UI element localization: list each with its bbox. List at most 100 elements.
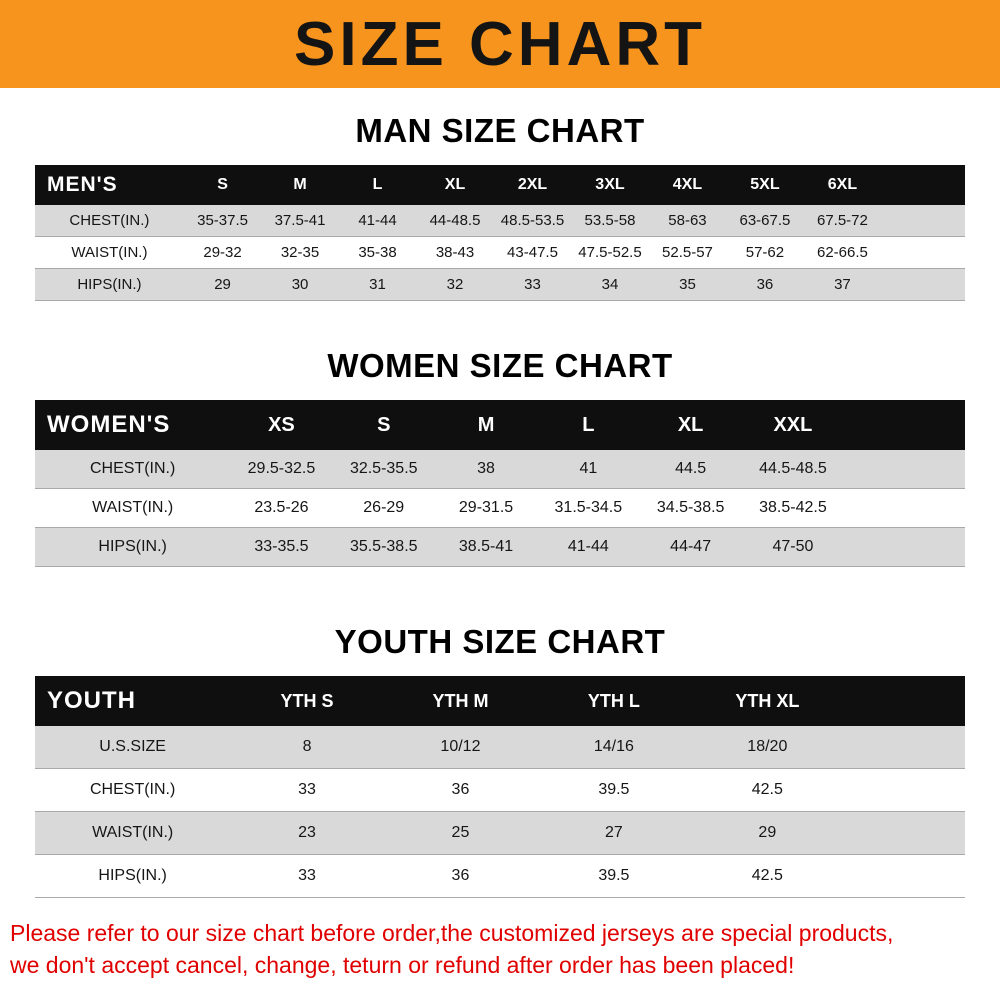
row-spacer-cell — [844, 811, 965, 855]
size-value: 37 — [803, 268, 882, 301]
size-value: 32 — [416, 268, 494, 301]
row-spacer-cell — [881, 236, 965, 269]
notice-line-2: we don't accept cancel, change, teturn o… — [10, 951, 795, 978]
size-column-header: YTH M — [383, 676, 538, 726]
header-spacer-cell — [844, 400, 965, 450]
size-column-header: S — [183, 165, 262, 205]
size-value: 29-32 — [183, 236, 262, 269]
table-row: WAIST(IN.) 29-32 32-35 35-38 38-43 43-47.5 47.… — [35, 236, 965, 269]
measurement-label: WAIST(IN.) — [35, 811, 231, 855]
charts-container: MAN SIZE CHART MEN'S S M L XL 2XL 3XL 4XL 5XL 6XL C… — [0, 112, 1000, 898]
header-spacer-cell — [844, 676, 965, 726]
measurement-label: HIPS(IN.) — [35, 268, 184, 301]
size-value: 33-35.5 — [230, 527, 333, 567]
size-value: 10/12 — [383, 726, 538, 769]
size-value: 36 — [383, 854, 538, 898]
row-spacer-cell — [844, 527, 965, 567]
table-header-row: WOMEN'S XS S M L XL XXL — [35, 400, 965, 450]
size-value: 41-44 — [537, 527, 640, 567]
size-value: 23.5-26 — [230, 488, 333, 528]
banner: SIZE CHART — [0, 0, 1000, 88]
size-column-header: 2XL — [493, 165, 572, 205]
row-spacer-cell — [881, 205, 965, 237]
table-row: CHEST(IN.) 29.5-32.5 32.5-35.5 38 41 44.5 44.5… — [35, 450, 965, 489]
size-value: 33 — [230, 768, 384, 812]
table-header-row: YOUTH YTH S YTH M YTH L YTH XL — [35, 676, 965, 726]
size-value: 41-44 — [338, 205, 417, 237]
size-column-header: 6XL — [803, 165, 882, 205]
size-value: 36 — [726, 268, 804, 301]
size-value: 57-62 — [726, 236, 804, 269]
row-spacer-cell — [844, 450, 965, 489]
page-title: SIZE CHART — [294, 9, 706, 79]
row-spacer-cell — [844, 726, 965, 769]
size-value: 37.5-41 — [261, 205, 339, 237]
measurement-label: WAIST(IN.) — [35, 236, 184, 269]
measurement-label: CHEST(IN.) — [35, 450, 231, 489]
youth-table-title-cell: YOUTH — [35, 676, 231, 726]
size-value: 44.5 — [639, 450, 742, 489]
size-column-header: YTH XL — [690, 676, 845, 726]
row-spacer-cell — [844, 488, 965, 528]
size-column-header: M — [261, 165, 339, 205]
size-value: 23 — [230, 811, 384, 855]
size-value: 62-66.5 — [803, 236, 882, 269]
size-value: 18/20 — [690, 726, 845, 769]
table-row: WAIST(IN.) 23.5-26 26-29 29-31.5 31.5-34.5 34… — [35, 488, 965, 528]
size-value: 34.5-38.5 — [639, 488, 742, 528]
measurement-label: HIPS(IN.) — [35, 854, 231, 898]
size-value: 41 — [537, 450, 640, 489]
table-header-row: MEN'S S M L XL 2XL 3XL 4XL 5XL 6XL — [35, 165, 965, 205]
size-value: 67.5-72 — [803, 205, 882, 237]
size-value: 43-47.5 — [493, 236, 572, 269]
measurement-label: WAIST(IN.) — [35, 488, 231, 528]
table-row: WAIST(IN.) 23 25 27 29 — [35, 811, 965, 855]
size-value: 29 — [183, 268, 262, 301]
row-spacer-cell — [844, 854, 965, 898]
section-women: WOMEN SIZE CHART WOMEN'S XS S M L XL XXL CHEST(I… — [35, 347, 965, 567]
measurement-label: CHEST(IN.) — [35, 768, 231, 812]
size-value: 52.5-57 — [648, 236, 727, 269]
size-value: 35-37.5 — [183, 205, 262, 237]
size-value: 27 — [537, 811, 691, 855]
section-heading-women: WOMEN SIZE CHART — [327, 347, 673, 384]
size-column-header: M — [434, 400, 538, 450]
size-value: 38.5-42.5 — [741, 488, 845, 528]
men-table-title-cell: MEN'S — [35, 165, 184, 205]
size-column-header: YTH S — [230, 676, 384, 726]
size-column-header: L — [537, 400, 640, 450]
size-value: 8 — [230, 726, 384, 769]
section-men: MAN SIZE CHART MEN'S S M L XL 2XL 3XL 4XL 5XL 6XL C… — [35, 112, 965, 301]
size-value: 48.5-53.5 — [493, 205, 572, 237]
table-row: CHEST(IN.) 35-37.5 37.5-41 41-44 44-48.5 48.5… — [35, 205, 965, 237]
row-spacer-cell — [881, 268, 965, 301]
table-row: HIPS(IN.) 29 30 31 32 33 34 35 36 37 — [35, 268, 965, 301]
size-value: 39.5 — [537, 854, 691, 898]
size-value: 39.5 — [537, 768, 691, 812]
row-spacer-cell — [844, 768, 965, 812]
size-value: 44-48.5 — [416, 205, 494, 237]
table-row: HIPS(IN.) 33 36 39.5 42.5 — [35, 854, 965, 898]
size-value: 34 — [571, 268, 649, 301]
order-notice: Please refer to our size chart before or… — [10, 918, 990, 981]
size-value: 44.5-48.5 — [741, 450, 845, 489]
size-column-header: XL — [639, 400, 742, 450]
table-row: U.S.SIZE 8 10/12 14/16 18/20 — [35, 726, 965, 769]
women-table-title-cell: WOMEN'S — [35, 400, 231, 450]
section-heading-men: MAN SIZE CHART — [355, 112, 645, 149]
table-row: CHEST(IN.) 33 36 39.5 42.5 — [35, 768, 965, 812]
size-value: 44-47 — [639, 527, 742, 567]
size-column-header: S — [332, 400, 435, 450]
size-value: 35.5-38.5 — [332, 527, 435, 567]
section-heading-youth: YOUTH SIZE CHART — [334, 623, 666, 660]
measurement-label: U.S.SIZE — [35, 726, 231, 769]
youth-size-table: YOUTH YTH S YTH M YTH L YTH XL U.S.SIZE 8 10/12… — [35, 676, 965, 898]
size-value: 47.5-52.5 — [571, 236, 649, 269]
size-value: 31 — [338, 268, 417, 301]
size-value: 32.5-35.5 — [332, 450, 435, 489]
notice-line-1: Please refer to our size chart before or… — [10, 920, 894, 946]
men-size-table: MEN'S S M L XL 2XL 3XL 4XL 5XL 6XL CHEST(IN.) 35-37… — [35, 165, 965, 301]
size-column-header: 3XL — [571, 165, 649, 205]
size-value: 29.5-32.5 — [230, 450, 333, 489]
